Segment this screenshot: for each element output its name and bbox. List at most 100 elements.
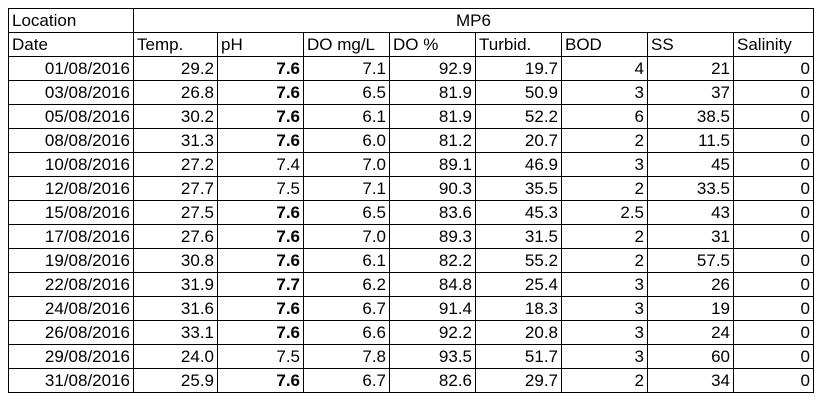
cell-ss[interactable]: 38.5 <box>647 104 734 129</box>
cell-turbidity[interactable]: 51.7 <box>475 344 562 369</box>
cell-do-mgl[interactable]: 7.8 <box>303 344 390 369</box>
cell-ph[interactable]: 7.6 <box>217 200 304 225</box>
cell-temp[interactable]: 30.8 <box>133 248 218 273</box>
cell-bod[interactable]: 2 <box>561 224 648 249</box>
cell-ph[interactable]: 7.4 <box>217 152 304 177</box>
cell-ph[interactable]: 7.6 <box>217 368 304 393</box>
cell-do-percent[interactable]: 83.6 <box>389 200 476 225</box>
cell-turbidity[interactable]: 46.9 <box>475 152 562 177</box>
cell-do-mgl[interactable]: 7.0 <box>303 152 390 177</box>
cell-ss[interactable]: 60 <box>647 344 734 369</box>
cell-turbidity[interactable]: 52.2 <box>475 104 562 129</box>
cell-ss[interactable]: 37 <box>647 80 734 105</box>
cell-bod[interactable]: 3 <box>561 296 648 321</box>
cell-temp[interactable]: 31.6 <box>133 296 218 321</box>
cell-ss[interactable]: 21 <box>647 56 734 81</box>
cell-temp[interactable]: 27.7 <box>133 176 218 201</box>
cell-ph[interactable]: 7.6 <box>217 248 304 273</box>
cell-ss[interactable]: 24 <box>647 320 734 345</box>
cell-ph[interactable]: 7.6 <box>217 56 304 81</box>
cell-salinity[interactable]: 0 <box>733 104 814 129</box>
cell-ss[interactable]: 19 <box>647 296 734 321</box>
cell-turbidity[interactable]: 55.2 <box>475 248 562 273</box>
header-cell-temp[interactable]: Temp. <box>133 32 218 57</box>
header-cell-do-percent[interactable]: DO % <box>389 32 476 57</box>
cell-date[interactable]: 08/08/2016 <box>8 128 134 153</box>
cell-salinity[interactable]: 0 <box>733 344 814 369</box>
cell-do-mgl[interactable]: 6.6 <box>303 320 390 345</box>
cell-ph[interactable]: 7.6 <box>217 320 304 345</box>
cell-ss[interactable]: 57.5 <box>647 248 734 273</box>
cell-turbidity[interactable]: 19.7 <box>475 56 562 81</box>
cell-date[interactable]: 01/08/2016 <box>8 56 134 81</box>
cell-bod[interactable]: 2 <box>561 176 648 201</box>
header-cell-ss[interactable]: SS <box>647 32 734 57</box>
cell-date[interactable]: 29/08/2016 <box>8 344 134 369</box>
location-label-cell[interactable]: Location <box>8 8 134 33</box>
cell-bod[interactable]: 6 <box>561 104 648 129</box>
cell-do-percent[interactable]: 92.2 <box>389 320 476 345</box>
cell-do-percent[interactable]: 82.2 <box>389 248 476 273</box>
cell-do-mgl[interactable]: 6.5 <box>303 200 390 225</box>
cell-do-percent[interactable]: 91.4 <box>389 296 476 321</box>
cell-bod[interactable]: 3 <box>561 320 648 345</box>
cell-do-mgl[interactable]: 7.1 <box>303 56 390 81</box>
cell-salinity[interactable]: 0 <box>733 80 814 105</box>
cell-date[interactable]: 10/08/2016 <box>8 152 134 177</box>
cell-temp[interactable]: 27.6 <box>133 224 218 249</box>
cell-do-mgl[interactable]: 6.1 <box>303 248 390 273</box>
cell-do-mgl[interactable]: 7.1 <box>303 176 390 201</box>
cell-temp[interactable]: 29.2 <box>133 56 218 81</box>
cell-temp[interactable]: 31.3 <box>133 128 218 153</box>
cell-turbidity[interactable]: 18.3 <box>475 296 562 321</box>
cell-salinity[interactable]: 0 <box>733 248 814 273</box>
cell-ss[interactable]: 43 <box>647 200 734 225</box>
cell-salinity[interactable]: 0 <box>733 320 814 345</box>
cell-ss[interactable]: 34 <box>647 368 734 393</box>
header-cell-ph[interactable]: pH <box>217 32 304 57</box>
cell-temp[interactable]: 33.1 <box>133 320 218 345</box>
cell-do-percent[interactable]: 93.5 <box>389 344 476 369</box>
cell-date[interactable]: 22/08/2016 <box>8 272 134 297</box>
cell-salinity[interactable]: 0 <box>733 152 814 177</box>
cell-salinity[interactable]: 0 <box>733 224 814 249</box>
cell-ss[interactable]: 45 <box>647 152 734 177</box>
cell-date[interactable]: 15/08/2016 <box>8 200 134 225</box>
cell-salinity[interactable]: 0 <box>733 128 814 153</box>
cell-temp[interactable]: 26.8 <box>133 80 218 105</box>
cell-salinity[interactable]: 0 <box>733 56 814 81</box>
cell-salinity[interactable]: 0 <box>733 272 814 297</box>
cell-date[interactable]: 03/08/2016 <box>8 80 134 105</box>
cell-do-percent[interactable]: 81.2 <box>389 128 476 153</box>
cell-salinity[interactable]: 0 <box>733 176 814 201</box>
header-cell-bod[interactable]: BOD <box>561 32 648 57</box>
cell-bod[interactable]: 3 <box>561 80 648 105</box>
cell-do-mgl[interactable]: 6.7 <box>303 296 390 321</box>
cell-ph[interactable]: 7.6 <box>217 224 304 249</box>
cell-ss[interactable]: 31 <box>647 224 734 249</box>
cell-do-percent[interactable]: 90.3 <box>389 176 476 201</box>
cell-do-percent[interactable]: 84.8 <box>389 272 476 297</box>
cell-ss[interactable]: 33.5 <box>647 176 734 201</box>
cell-ph[interactable]: 7.6 <box>217 128 304 153</box>
cell-bod[interactable]: 3 <box>561 344 648 369</box>
cell-turbidity[interactable]: 20.7 <box>475 128 562 153</box>
cell-ph[interactable]: 7.5 <box>217 344 304 369</box>
cell-ph[interactable]: 7.6 <box>217 104 304 129</box>
cell-bod[interactable]: 4 <box>561 56 648 81</box>
cell-date[interactable]: 12/08/2016 <box>8 176 134 201</box>
cell-temp[interactable]: 30.2 <box>133 104 218 129</box>
cell-turbidity[interactable]: 45.3 <box>475 200 562 225</box>
cell-ph[interactable]: 7.6 <box>217 80 304 105</box>
cell-do-mgl[interactable]: 6.1 <box>303 104 390 129</box>
header-cell-turbidity[interactable]: Turbid. <box>475 32 562 57</box>
cell-salinity[interactable]: 0 <box>733 200 814 225</box>
cell-date[interactable]: 26/08/2016 <box>8 320 134 345</box>
cell-temp[interactable]: 31.9 <box>133 272 218 297</box>
cell-do-mgl[interactable]: 6.5 <box>303 80 390 105</box>
cell-ph[interactable]: 7.6 <box>217 296 304 321</box>
cell-do-percent[interactable]: 81.9 <box>389 104 476 129</box>
header-cell-do-mgl[interactable]: DO mg/L <box>303 32 390 57</box>
cell-bod[interactable]: 3 <box>561 272 648 297</box>
cell-turbidity[interactable]: 25.4 <box>475 272 562 297</box>
